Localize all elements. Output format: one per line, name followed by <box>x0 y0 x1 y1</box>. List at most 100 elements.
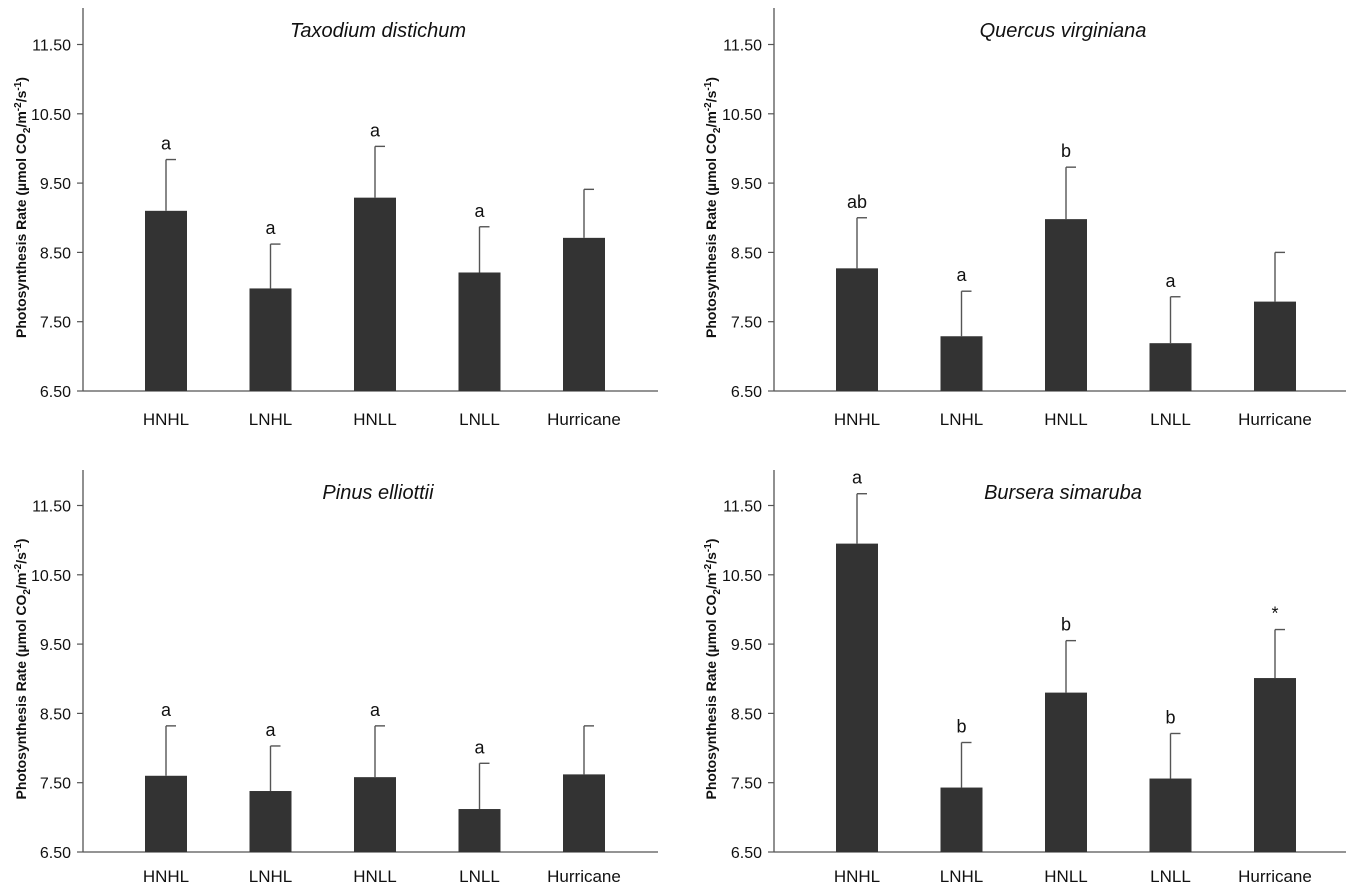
bar-hnll <box>354 197 396 391</box>
y-tick-label: 7.50 <box>40 776 71 793</box>
bar-hurricane <box>1254 678 1296 852</box>
bar-lnll <box>458 272 501 391</box>
y-axis-title-part: /m <box>703 111 719 127</box>
x-category-label: LNHL <box>249 867 292 886</box>
y-axis-title-part: 2 <box>22 127 33 133</box>
y-tick-label: 11.50 <box>32 499 71 516</box>
chart-panel-2: Quercus virginiana 6.50 7.50 8.50 9.50 10.50 1… <box>703 8 1346 429</box>
x-category-label: HNLL <box>353 867 396 886</box>
y-tick-label: 6.50 <box>40 845 71 862</box>
y-tick-label: 8.50 <box>40 706 71 723</box>
y-axis-title-part: /m <box>13 111 29 127</box>
chart-title: Bursera simaruba <box>984 482 1142 504</box>
y-axis-title: Photosynthesis Rate (µmol CO2/m-2/s-1) <box>703 77 723 338</box>
significance-label: a <box>265 720 276 740</box>
chart-panel-1: Taxodium distichum 6.50 7.50 8.50 9.50 10.50 1… <box>13 8 658 429</box>
y-axis-title-part: ) <box>703 77 719 82</box>
y-axis-title: Photosynthesis Rate (µmol CO2/m-2/s-1) <box>703 539 723 800</box>
y-axis-title: Photosynthesis Rate (µmol CO2/m-2/s-1) <box>13 539 33 800</box>
x-category-label: HNHL <box>834 867 880 886</box>
y-tick-label: 11.50 <box>723 38 762 55</box>
x-category-label: HNHL <box>143 410 189 429</box>
y-tick-label: 9.50 <box>40 176 71 193</box>
y-tick-label: 10.50 <box>31 568 71 585</box>
bar-lnhl <box>249 288 292 391</box>
y-axis-title-part: -2 <box>13 563 24 572</box>
x-category-label: Hurricane <box>547 410 621 429</box>
bar-lnll <box>1149 343 1192 391</box>
significance-label: a <box>370 120 381 140</box>
y-axis-title-part: ) <box>703 539 719 544</box>
chart-title: Taxodium distichum <box>290 20 466 42</box>
y-axis-title-part: -1 <box>703 81 714 90</box>
y-axis-title-part: 2 <box>22 589 33 595</box>
bar-lnhl <box>249 791 292 852</box>
y-axis-title-part: -2 <box>703 102 714 111</box>
significance-label: b <box>956 717 966 737</box>
y-axis-title-part: Photosynthesis Rate (µmol CO <box>13 594 29 799</box>
x-category-label: LNHL <box>940 867 983 886</box>
y-axis-title-part: Photosynthesis Rate (µmol CO <box>13 133 29 338</box>
y-axis-title-part: /s <box>703 552 719 564</box>
chart-panel-4: Bursera simaruba 6.50 7.50 8.50 9.50 10.50 11.… <box>703 468 1346 886</box>
bar-lnll <box>458 809 501 852</box>
significance-label: b <box>1061 615 1071 635</box>
x-category-label: LNHL <box>940 410 983 429</box>
significance-label: a <box>265 218 276 238</box>
significance-label: a <box>161 134 172 154</box>
x-category-label: LNHL <box>249 410 292 429</box>
y-axis-title-part: Photosynthesis Rate (µmol CO <box>703 133 719 338</box>
significance-label: a <box>161 700 172 720</box>
y-axis-title-part: /s <box>13 90 29 102</box>
significance-label: a <box>370 700 381 720</box>
y-axis-title-part: -2 <box>13 102 24 111</box>
x-category-label: HNLL <box>353 410 396 429</box>
bar-hurricane <box>563 237 605 391</box>
y-axis-title-part: -1 <box>13 81 24 90</box>
y-tick-label: 9.50 <box>40 637 71 654</box>
significance-label: b <box>1061 141 1071 161</box>
x-category-label: HNLL <box>1044 867 1087 886</box>
x-category-label: LNLL <box>459 867 500 886</box>
bar-hnhl <box>836 268 878 391</box>
x-category-label: Hurricane <box>1238 410 1312 429</box>
y-axis-title-part: ) <box>13 77 29 82</box>
x-category-label: HNLL <box>1044 410 1087 429</box>
y-axis-title-part: /s <box>13 552 29 564</box>
x-category-label: LNLL <box>459 410 500 429</box>
x-category-label: HNHL <box>143 867 189 886</box>
y-tick-label: 10.50 <box>31 107 71 124</box>
bar-hnll <box>354 777 396 852</box>
y-axis-title-part: -2 <box>703 563 714 572</box>
x-category-label: HNHL <box>834 410 880 429</box>
chart-title: Quercus virginiana <box>980 20 1147 42</box>
bar-hnll <box>1045 692 1087 852</box>
y-axis-title-part: ) <box>13 539 29 544</box>
y-axis-title-part: /m <box>13 573 29 589</box>
y-tick-label: 7.50 <box>731 776 762 793</box>
significance-label: a <box>852 468 863 488</box>
x-category-label: Hurricane <box>1238 867 1312 886</box>
bar-lnhl <box>940 336 983 391</box>
y-tick-label: 6.50 <box>731 845 762 862</box>
y-axis-title-part: /m <box>703 573 719 589</box>
y-tick-label: 9.50 <box>731 176 762 193</box>
y-tick-label: 8.50 <box>731 706 762 723</box>
significance-label: a <box>474 737 485 757</box>
y-tick-label: 7.50 <box>40 315 71 332</box>
y-axis-title-part: /s <box>703 90 719 102</box>
x-category-label: LNLL <box>1150 867 1191 886</box>
bar-lnhl <box>940 787 983 852</box>
y-tick-label: 6.50 <box>40 384 71 401</box>
significance-label: a <box>956 265 967 285</box>
y-tick-label: 11.50 <box>32 38 71 55</box>
significance-label: ab <box>847 192 867 212</box>
significance-label: * <box>1271 604 1278 624</box>
y-tick-label: 7.50 <box>731 315 762 332</box>
y-axis-title-part: -1 <box>13 543 24 552</box>
y-axis-title-part: Photosynthesis Rate (µmol CO <box>703 594 719 799</box>
y-tick-label: 9.50 <box>731 637 762 654</box>
y-tick-label: 11.50 <box>723 499 762 516</box>
y-axis-title-part: -1 <box>703 543 714 552</box>
